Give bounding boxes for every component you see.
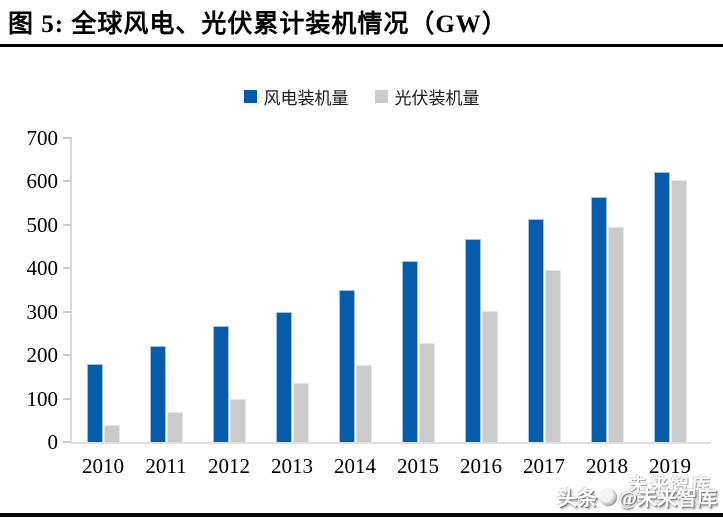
legend-item-wind: 风电装机量 bbox=[243, 84, 349, 109]
bar-wind-2018 bbox=[591, 197, 607, 442]
y-axis-label-300: 300 bbox=[26, 299, 59, 324]
bar-wind-2015 bbox=[402, 261, 418, 442]
y-tick-100 bbox=[63, 397, 71, 400]
watermark-ghost-text: 未来智库 bbox=[629, 475, 713, 495]
x-axis-label-2018: 2018 bbox=[586, 454, 628, 478]
bar-wind-2016 bbox=[465, 239, 481, 442]
bar-wind-2010 bbox=[87, 364, 103, 442]
legend-item-pv: 光伏装机量 bbox=[374, 84, 480, 109]
y-axis-line bbox=[70, 137, 72, 444]
bar-pv-2014 bbox=[356, 365, 372, 442]
y-axis-label-400: 400 bbox=[26, 256, 59, 281]
bar-pv-2019 bbox=[671, 180, 687, 442]
y-tick-600 bbox=[63, 180, 71, 183]
x-axis-label-2014: 2014 bbox=[334, 454, 376, 478]
y-axis-label-100: 100 bbox=[26, 386, 59, 411]
y-axis-label-200: 200 bbox=[26, 343, 59, 368]
bar-wind-2013 bbox=[276, 312, 292, 442]
y-tick-400 bbox=[63, 267, 71, 270]
legend-swatch-pv-icon bbox=[374, 90, 388, 103]
bar-pv-2013 bbox=[293, 383, 309, 442]
x-axis-label-2017: 2017 bbox=[523, 454, 565, 478]
y-tick-0 bbox=[63, 441, 71, 443]
x-axis-label-2013: 2013 bbox=[271, 454, 313, 478]
title-rule bbox=[0, 44, 723, 47]
x-axis-label-2016: 2016 bbox=[460, 454, 502, 478]
bar-pv-2016 bbox=[482, 311, 498, 442]
figure-title: 图 5: 全球风电、光伏累计装机情况（GW） bbox=[8, 11, 508, 38]
legend-label-wind: 风电装机量 bbox=[263, 89, 349, 108]
y-axis-label-0: 0 bbox=[47, 430, 59, 454]
watermark: 头条 @未来智库 bbox=[557, 482, 717, 511]
bar-wind-2014 bbox=[339, 290, 355, 442]
bar-pv-2010 bbox=[104, 425, 120, 442]
watermark-prefix: 头条 bbox=[557, 488, 598, 510]
bar-pv-2015 bbox=[419, 343, 435, 442]
bar-wind-2012 bbox=[213, 326, 229, 442]
x-axis-label-2015: 2015 bbox=[397, 454, 439, 478]
watermark-suffix: @未来智库 bbox=[618, 488, 717, 510]
y-tick-300 bbox=[63, 310, 71, 313]
bar-pv-2011 bbox=[167, 412, 183, 442]
y-axis-label-600: 600 bbox=[26, 169, 59, 194]
bar-pv-2017 bbox=[545, 270, 561, 442]
bar-wind-2011 bbox=[150, 346, 166, 442]
bottom-rule bbox=[0, 513, 723, 517]
chart-legend: 风电装机量 光伏装机量 bbox=[0, 84, 723, 109]
x-axis-label-2012: 2012 bbox=[208, 454, 250, 478]
legend-swatch-wind-icon bbox=[243, 90, 257, 103]
x-axis-label-2010: 2010 bbox=[82, 454, 124, 478]
x-axis-line bbox=[70, 442, 711, 444]
y-tick-500 bbox=[63, 223, 71, 226]
y-axis-label-500: 500 bbox=[26, 212, 59, 237]
x-axis-label-2019: 2019 bbox=[649, 454, 691, 478]
legend-label-pv: 光伏装机量 bbox=[394, 89, 480, 108]
bar-wind-2017 bbox=[528, 219, 544, 442]
bar-pv-2012 bbox=[230, 399, 246, 442]
bar-wind-2019 bbox=[654, 172, 670, 442]
y-tick-700 bbox=[63, 137, 71, 139]
plot-area bbox=[71, 138, 711, 442]
y-tick-200 bbox=[63, 354, 71, 357]
x-axis-label-2011: 2011 bbox=[145, 454, 187, 478]
y-axis-label-700: 700 bbox=[26, 126, 59, 150]
circle-logo-icon bbox=[599, 488, 617, 505]
bar-pv-2018 bbox=[608, 227, 624, 442]
